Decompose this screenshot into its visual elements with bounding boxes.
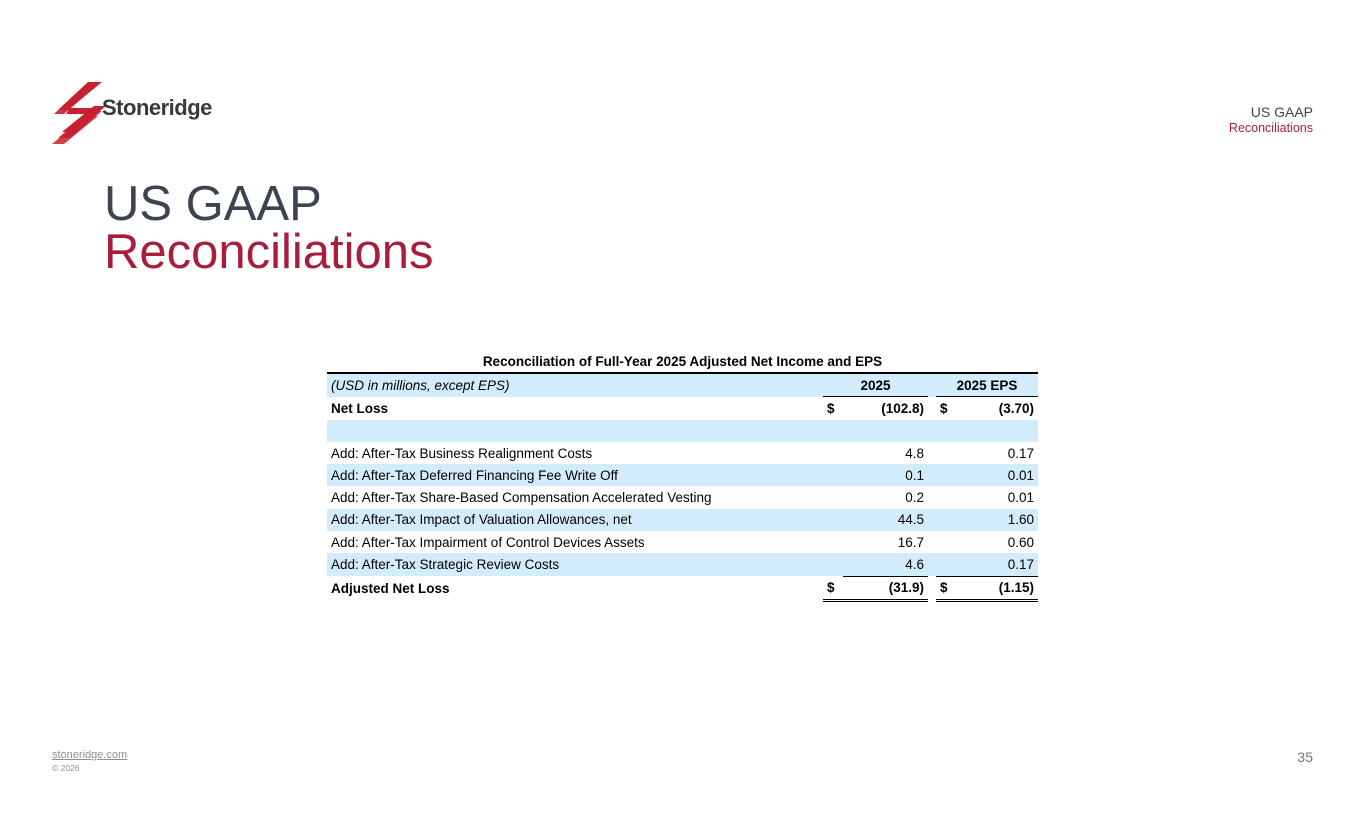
header-units-label: (USD in millions, except EPS) — [327, 372, 823, 397]
row-label: Add: After-Tax Strategic Review Costs — [327, 553, 823, 577]
currency-symbol: $ — [936, 576, 957, 602]
currency-symbol: $ — [940, 400, 948, 416]
copyright-text: © 2026 — [52, 763, 80, 773]
row-label: Adjusted Net Loss — [331, 580, 450, 596]
value-eps: 0.17 — [1007, 445, 1035, 461]
table-row: Add: After-Tax Impairment of Control Dev… — [327, 531, 1038, 553]
stoneridge-logo-mark-icon — [52, 82, 106, 144]
value-2025: 16.7 — [897, 534, 925, 550]
value-eps: (1.15) — [956, 576, 1039, 602]
row-label: Net Loss — [331, 400, 389, 416]
value-eps: 1.60 — [956, 508, 1039, 532]
logo-wordmark: Stoneridge — [102, 95, 212, 120]
row-label: Add: After-Tax Impact of Valuation Allow… — [327, 508, 823, 532]
header-col-2025: 2025 — [823, 372, 929, 398]
currency-symbol: $ — [827, 400, 835, 416]
table-row-net-loss: Net Loss $ (102.8) $ (3.70) — [327, 397, 1038, 420]
page-title: US GAAP Reconciliations — [104, 177, 434, 279]
value-2025: 4.6 — [843, 553, 929, 577]
reconciliation-table: (USD in millions, except EPS) 2025 2025 … — [327, 372, 1039, 602]
table-row: Add: After-Tax Share-Based Compensation … — [327, 486, 1038, 508]
table-row: Add: After-Tax Strategic Review Costs 4.… — [327, 553, 1039, 577]
table-row: Add: After-Tax Impact of Valuation Allow… — [327, 508, 1039, 532]
stoneridge-logo: Stoneridge — [50, 80, 212, 150]
currency-symbol: $ — [823, 576, 843, 602]
value-2025: 0.1 — [843, 464, 929, 487]
reconciliation-table-container: Reconciliation of Full-Year 2025 Adjuste… — [327, 352, 1039, 602]
section-label-secondary: Reconciliations — [1228, 120, 1313, 135]
row-label: Add: After-Tax Impairment of Control Dev… — [331, 534, 645, 550]
value-2025: 4.8 — [905, 445, 925, 461]
section-label-primary: US GAAP — [1250, 104, 1313, 120]
page-title-line2: Reconciliations — [104, 225, 434, 279]
row-label: Add: After-Tax Share-Based Compensation … — [331, 490, 712, 506]
table-row-spacer — [327, 419, 1039, 442]
website-link[interactable]: stoneridge.com — [52, 749, 128, 761]
value-eps: 0.01 — [1007, 490, 1035, 506]
value-eps: 0.17 — [956, 553, 1039, 577]
page-title-line1: US GAAP — [104, 177, 322, 231]
table-row-adjusted-net-loss: Adjusted Net Loss $ (31.9) $ (1.15) — [327, 576, 1039, 602]
table-row: Add: After-Tax Business Realignment Cost… — [327, 442, 1038, 464]
row-label: Add: After-Tax Deferred Financing Fee Wr… — [327, 464, 823, 487]
row-label: Add: After-Tax Business Realignment Cost… — [331, 445, 593, 461]
page-number: 35 — [1297, 749, 1313, 765]
header-col-2025-eps: 2025 EPS — [936, 372, 1039, 398]
value-2025: 44.5 — [843, 508, 929, 532]
value-eps: 0.01 — [956, 464, 1039, 487]
value-2025: (31.9) — [843, 576, 929, 602]
table-header-row: (USD in millions, except EPS) 2025 2025 … — [327, 372, 1039, 398]
value-2025: (102.8) — [881, 400, 925, 416]
section-label: US GAAP Reconciliations — [1229, 104, 1313, 136]
table-caption: Reconciliation of Full-Year 2025 Adjuste… — [482, 354, 883, 369]
table-row: Add: After-Tax Deferred Financing Fee Wr… — [327, 464, 1039, 487]
value-eps: (3.70) — [998, 400, 1035, 416]
value-2025: 0.2 — [905, 490, 925, 506]
value-eps: 0.60 — [1007, 534, 1035, 550]
